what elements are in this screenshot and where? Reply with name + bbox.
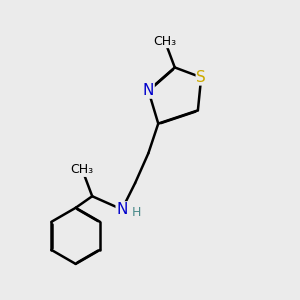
Text: CH₃: CH₃ [153,34,176,47]
Text: H: H [132,206,142,219]
Text: CH₃: CH₃ [71,163,94,176]
Text: N: N [143,83,154,98]
Text: N: N [116,202,128,217]
Text: S: S [196,70,206,85]
